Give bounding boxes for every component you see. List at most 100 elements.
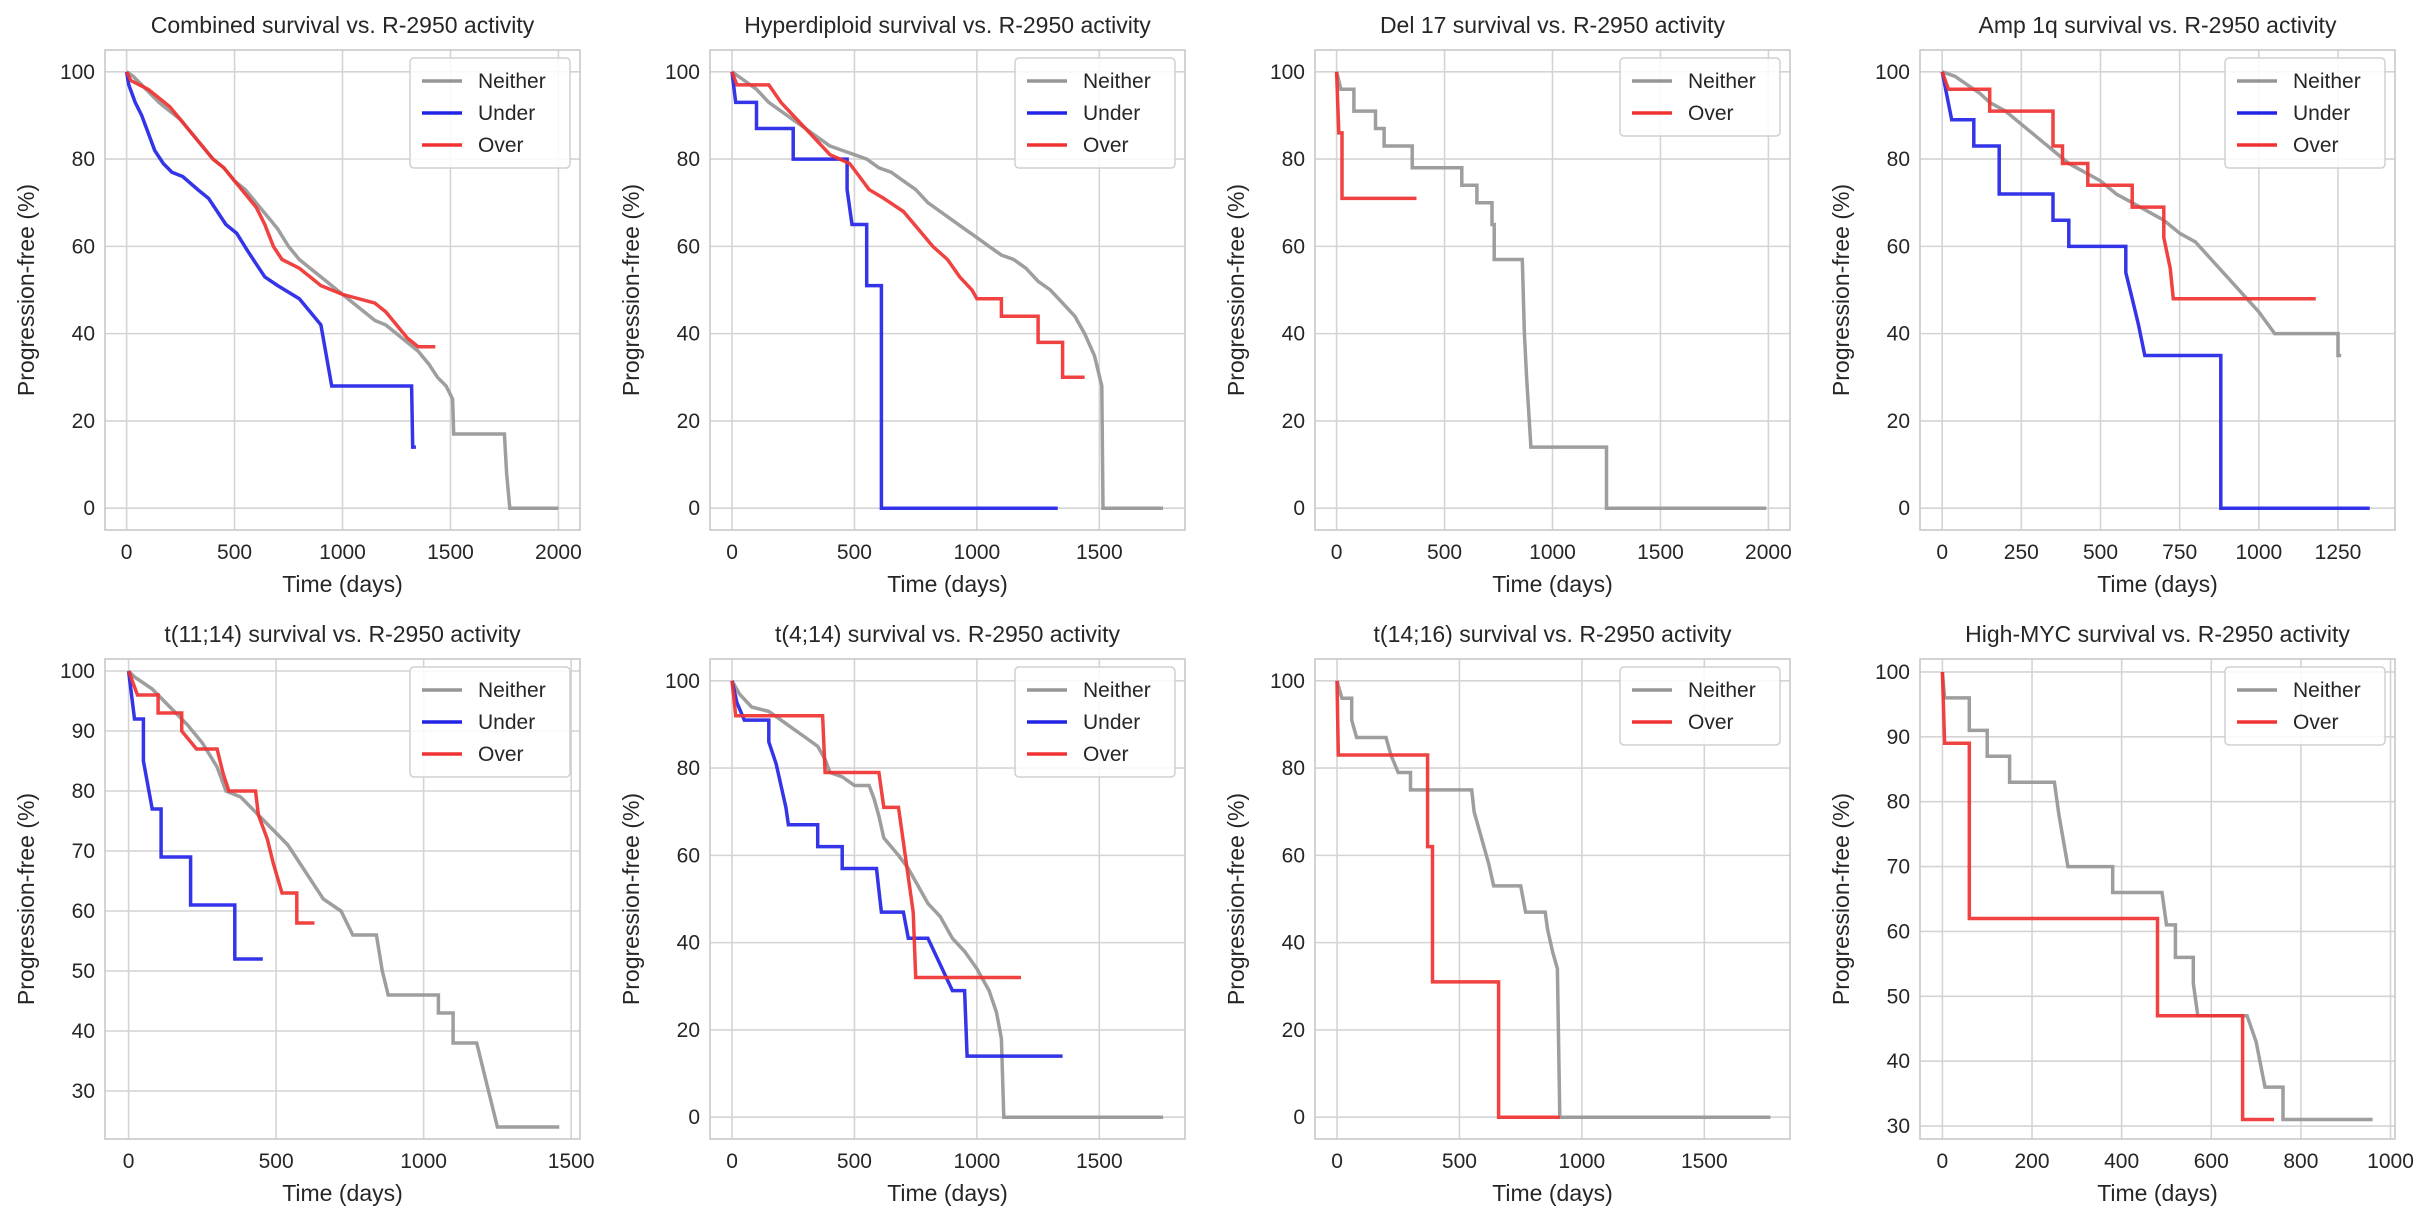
series-line-neither [1940,671,2373,1122]
y-tick-label: 80 [677,757,700,780]
legend-label: Neither [478,679,546,702]
y-tick-label: 0 [1898,497,1910,520]
y-tick-label: 80 [1282,757,1305,780]
chart-panel-2: Hyperdiploid survival vs. R-2950 activit… [618,12,1186,597]
legend-label: Under [1083,711,1140,734]
x-tick-label: 1000 [954,1150,1001,1173]
y-axis-label: Progression-free (%) [1223,793,1249,1005]
y-tick-label: 0 [688,1106,700,1129]
legend-label: Neither [1688,679,1756,702]
y-tick-label: 30 [1887,1115,1910,1138]
chart-title: Hyperdiploid survival vs. R-2950 activit… [744,12,1151,38]
y-axis-label: Progression-free (%) [1828,184,1854,396]
y-tick-label: 60 [677,235,700,258]
legend-label: Over [1688,711,1734,734]
series-line-under [730,71,1058,510]
series-line-under [1940,71,2370,510]
legend [2224,666,2386,746]
legend-label: Under [1083,102,1140,125]
y-tick-label: 80 [1887,148,1910,171]
y-tick-label: 0 [688,497,700,520]
y-tick-label: 20 [677,1019,700,1042]
y-tick-label: 60 [1282,235,1305,258]
y-tick-label: 80 [677,148,700,171]
y-tick-label: 30 [72,1080,95,1103]
chart-panel-3: Del 17 survival vs. R-2950 activity 0 500 1… [1223,12,1792,597]
y-tick-label: 40 [72,323,95,346]
x-tick-label: 1000 [2367,1150,2414,1173]
x-tick-label: 600 [2194,1150,2229,1173]
x-tick-label: 0 [121,541,133,564]
x-tick-label: 0 [726,541,738,564]
chart-title: t(11;14) survival vs. R-2950 activity [164,621,521,647]
y-axis-label: Progression-free (%) [13,184,39,396]
legend-label: Over [2293,134,2339,157]
series-line-over [1940,71,2316,301]
y-tick-label: 60 [72,900,95,923]
x-tick-label: 0 [1936,541,1948,564]
legend-label: Neither [1083,679,1151,702]
x-tick-label: 1500 [1681,1150,1728,1173]
legend [1619,666,1781,746]
chart-panel-5: t(11;14) survival vs. R-2950 activity 0 50… [13,621,595,1206]
series-line-neither [127,669,560,1129]
y-tick-label: 50 [1887,985,1910,1008]
x-tick-label: 250 [2004,541,2039,564]
series-line-over [730,71,1085,380]
y-tick-label: 40 [1282,932,1305,955]
chart-title: t(4;14) survival vs. R-2950 activity [775,621,1121,647]
y-tick-label: 100 [1270,61,1305,84]
y-tick-label: 100 [665,61,700,84]
y-tick-label: 20 [1887,410,1910,433]
y-tick-label: 100 [60,61,95,84]
y-tick-label: 20 [1282,410,1305,433]
legend [1014,666,1176,778]
x-tick-label: 500 [1427,541,1462,564]
legend [1014,57,1176,169]
legend-label: Over [1083,743,1129,766]
x-tick-label: 1500 [1076,1150,1123,1173]
x-tick-label: 1000 [2235,541,2282,564]
x-tick-label: 500 [2083,541,2118,564]
legend-label: Over [1688,102,1734,125]
y-tick-label: 40 [677,932,700,955]
chart-panel-1: Combined survival vs. R-2950 activity 0 50… [13,12,582,597]
legend [1619,57,1781,137]
x-tick-label: 0 [1937,1150,1949,1173]
x-tick-label: 2000 [1745,541,1792,564]
x-tick-label: 0 [123,1150,135,1173]
plot-frame [709,49,1186,531]
plot-frame [1314,49,1791,531]
y-tick-label: 60 [72,235,95,258]
series-line-over [125,71,436,349]
legend-label: Over [478,743,524,766]
y-tick-label: 100 [60,660,95,683]
y-tick-label: 40 [1887,1050,1910,1073]
y-tick-label: 100 [1875,61,1910,84]
y-tick-label: 80 [72,148,95,171]
chart-title: Combined survival vs. R-2950 activity [151,12,535,38]
y-tick-label: 100 [665,670,700,693]
series-line-over [730,680,1021,980]
y-tick-label: 70 [72,840,95,863]
series-line-over [1940,671,2274,1122]
y-tick-label: 0 [1293,497,1305,520]
legend-label: Under [478,102,535,125]
x-axis-label: Time (days) [887,571,1008,597]
x-tick-label: 1000 [319,541,366,564]
chart-panel-8: High-MYC survival vs. R-2950 activity 0 20… [1828,621,2414,1206]
x-axis-label: Time (days) [282,1180,403,1206]
series-line-under [730,680,1063,1058]
x-axis-label: Time (days) [887,1180,1008,1206]
x-tick-label: 200 [2015,1150,2050,1173]
y-tick-label: 100 [1270,670,1305,693]
plot-frame [1919,49,2396,531]
series-line-under [126,670,263,961]
x-tick-label: 1000 [954,541,1001,564]
x-tick-label: 800 [2283,1150,2318,1173]
y-tick-label: 50 [72,960,95,983]
x-axis-label: Time (days) [1492,571,1613,597]
legend-label: Neither [2293,70,2361,93]
chart-title: Del 17 survival vs. R-2950 activity [1380,12,1726,38]
